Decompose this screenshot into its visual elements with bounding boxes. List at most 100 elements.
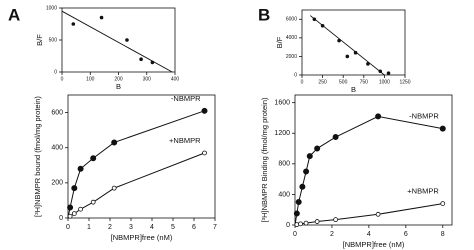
data-point xyxy=(439,125,446,132)
y-tick-label: 0 xyxy=(54,69,57,75)
data-point xyxy=(71,22,76,26)
x-tick-label: 6 xyxy=(404,231,408,238)
x-tick-label: 8 xyxy=(441,231,445,238)
data-point xyxy=(333,217,339,223)
x-tick-label: 2 xyxy=(330,231,334,238)
y-tick-label: 1200 xyxy=(274,130,290,137)
data-point xyxy=(320,23,325,28)
data-point xyxy=(314,219,320,224)
y-tick-label: 0 xyxy=(59,215,63,222)
data-point xyxy=(440,201,446,206)
data-point xyxy=(295,199,302,206)
y-tick-label: 0 xyxy=(294,72,297,78)
data-point xyxy=(303,220,309,226)
plot-frame xyxy=(301,9,406,76)
data-point xyxy=(353,50,358,55)
x-tick-label: 1 xyxy=(87,224,91,231)
plot-frame xyxy=(294,94,453,226)
data-point xyxy=(111,139,118,146)
x-tick-label: 0 xyxy=(66,224,70,231)
y-tick-label: 1600 xyxy=(274,99,290,106)
data-point xyxy=(78,206,83,212)
x-tick-label: 1250 xyxy=(399,79,410,85)
data-point xyxy=(375,211,381,217)
y-tick-label: 600 xyxy=(51,109,63,116)
series-label: +NBMPR xyxy=(407,187,439,196)
x-tick-label: 400 xyxy=(171,76,180,82)
data-point xyxy=(71,185,78,192)
x-tick-label: 6 xyxy=(192,224,196,231)
data-point xyxy=(332,134,339,141)
fit-curve xyxy=(67,110,205,219)
y-tick-label: 500 xyxy=(49,37,58,43)
data-point xyxy=(303,168,310,175)
x-axis-label: [NBMPR]free (nM) xyxy=(111,233,173,242)
data-point xyxy=(378,69,383,74)
data-point xyxy=(150,60,155,65)
data-point xyxy=(306,153,313,160)
y-tick-label: 2000 xyxy=(286,54,297,60)
y-tick-label: 1000 xyxy=(46,5,57,11)
data-point xyxy=(312,17,317,22)
data-point xyxy=(293,210,300,217)
panel-letter: A xyxy=(8,5,20,24)
plot-frame xyxy=(67,94,216,219)
series-label: +NBMPR xyxy=(169,136,201,145)
data-point xyxy=(90,199,96,205)
x-axis-label: B xyxy=(116,82,121,91)
x-tick-label: 2 xyxy=(108,224,112,231)
x-tick-label: 0 xyxy=(61,76,64,82)
data-point xyxy=(111,185,117,191)
plot-frame xyxy=(61,7,176,73)
x-tick-label: 100 xyxy=(86,76,95,82)
y-tick-label: 400 xyxy=(278,191,290,198)
x-tick-label: 4 xyxy=(150,224,154,231)
y-tick-label: 200 xyxy=(51,180,63,187)
x-tick-label: 0 xyxy=(293,231,297,238)
data-point xyxy=(90,155,97,162)
y-axis-label: B/F xyxy=(35,34,44,46)
panel-letter: B xyxy=(258,5,270,24)
data-point xyxy=(67,204,74,211)
data-point xyxy=(71,211,77,217)
x-tick-label: 300 xyxy=(143,76,152,82)
y-axis-label: B/F xyxy=(275,36,284,48)
data-point xyxy=(337,38,341,43)
x-tick-label: 7 xyxy=(213,224,217,231)
y-axis-label: [³H]NBMPR bound (fmol/mg protein) xyxy=(33,96,42,217)
data-point xyxy=(345,54,350,59)
x-tick-label: 500 xyxy=(339,79,348,85)
data-point xyxy=(139,57,143,61)
data-point xyxy=(314,145,321,152)
x-axis-label: [NBMPR]free (nM) xyxy=(343,240,405,249)
data-point xyxy=(99,15,104,20)
series-label: -NBMPR xyxy=(409,112,439,121)
data-point xyxy=(67,213,73,219)
x-axis-label: B xyxy=(351,85,356,94)
data-point xyxy=(77,165,84,172)
x-tick-label: 0 xyxy=(301,79,304,85)
x-tick-label: 250 xyxy=(318,79,327,85)
data-point xyxy=(201,107,208,114)
y-axis-label: [³H]NBMPR Binding (fmol/mg protein) xyxy=(260,97,269,223)
x-tick-label: 750 xyxy=(360,79,369,85)
x-tick-label: 1000 xyxy=(379,79,390,85)
data-point xyxy=(298,221,303,227)
data-point xyxy=(375,113,382,120)
data-point xyxy=(299,183,306,190)
data-point xyxy=(366,62,370,66)
data-point xyxy=(125,38,129,42)
y-tick-label: 6000 xyxy=(286,17,297,23)
x-tick-label: 5 xyxy=(171,224,175,231)
x-tick-label: 3 xyxy=(129,224,133,231)
y-tick-label: 800 xyxy=(278,161,290,168)
y-tick-label: 4000 xyxy=(286,35,297,41)
data-point xyxy=(202,150,207,156)
fit-curve xyxy=(294,115,443,226)
fit-line xyxy=(61,10,173,73)
series-label: -NBMPR xyxy=(171,94,201,103)
x-tick-label: 200 xyxy=(114,76,123,82)
y-tick-label: 400 xyxy=(51,145,63,152)
data-point xyxy=(386,71,391,75)
